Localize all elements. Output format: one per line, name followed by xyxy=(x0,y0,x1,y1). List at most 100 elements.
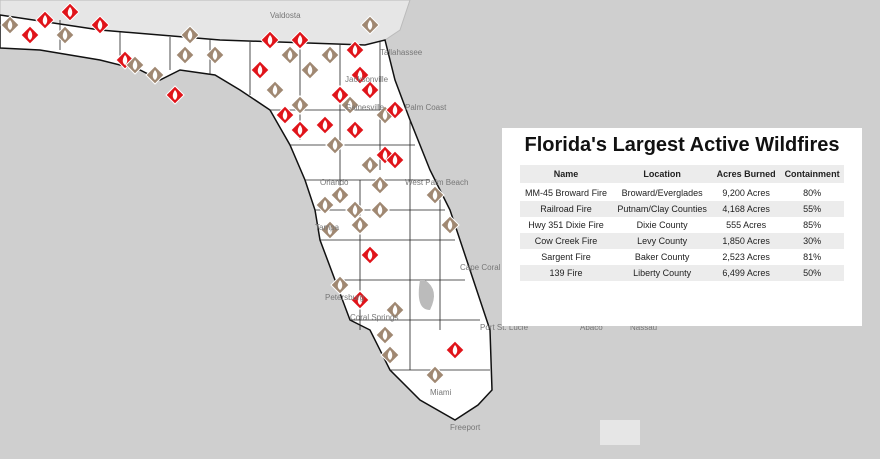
table-cell: Hwy 351 Dixie Fire xyxy=(528,220,604,230)
map-label: Abaco xyxy=(580,323,603,332)
icon-flame xyxy=(392,105,398,115)
fire-icon xyxy=(360,80,380,100)
fire-icon xyxy=(165,85,185,105)
table-row: Sargent Fire Baker County 2,523 Acres 81% xyxy=(520,249,844,265)
icon-flame xyxy=(352,205,358,215)
table-cell: Broward/Everglades xyxy=(621,188,703,198)
fire-icon xyxy=(320,45,340,65)
fire-icon xyxy=(20,25,40,45)
lake-okeechobee xyxy=(418,280,434,310)
fire-icon xyxy=(375,325,395,345)
fire-icon xyxy=(440,215,460,235)
icon-flame xyxy=(337,280,343,290)
map-label: Valdosta xyxy=(270,11,301,20)
table-row: 139 Fire Liberty County 6,499 Acres 50% xyxy=(520,265,844,281)
table-cell: Levy County xyxy=(612,233,713,249)
icon-flame xyxy=(352,45,358,55)
table-cell: 85% xyxy=(803,220,822,230)
fire-icon xyxy=(290,95,310,115)
fire-icon xyxy=(275,105,295,125)
fire-icon xyxy=(385,300,405,320)
icon-flame xyxy=(257,65,263,75)
map-label: Miami xyxy=(430,388,452,397)
icon-flame xyxy=(7,20,13,30)
fire-icon xyxy=(345,40,365,60)
table-cell: 55% xyxy=(780,201,844,217)
fire-icon xyxy=(360,245,380,265)
icon-flame xyxy=(367,20,373,30)
map-label: Jacksonville xyxy=(345,75,389,84)
table-cell: 30% xyxy=(780,233,844,249)
fire-icon xyxy=(265,80,285,100)
icon-flame xyxy=(322,120,328,130)
fire-icon xyxy=(300,60,320,80)
table-cell: Liberty County xyxy=(612,265,713,281)
icon-flame xyxy=(382,110,388,120)
table-cell: 2,523 Acres xyxy=(722,252,770,262)
fire-icon xyxy=(175,45,195,65)
icon-flame xyxy=(62,30,68,40)
fire-icon xyxy=(125,55,145,75)
fire-icon xyxy=(290,30,310,50)
icon-flame xyxy=(352,125,358,135)
icon-flame xyxy=(212,50,218,60)
map-label: Orlando xyxy=(320,178,349,187)
table-cell: Cow Creek Fire xyxy=(520,233,613,249)
icon-flame xyxy=(327,50,333,60)
table-cell: 50% xyxy=(780,265,844,281)
fire-icon xyxy=(350,215,370,235)
column-header: Containment xyxy=(780,165,844,185)
fire-icon xyxy=(350,290,370,310)
table-cell: 9,200 Acres xyxy=(722,188,770,198)
icon-flame xyxy=(172,90,178,100)
map-label: West Palm Beach xyxy=(405,178,468,187)
icon-flame xyxy=(327,225,333,235)
table-cell: 6,499 Acres xyxy=(712,265,781,281)
icon-flame xyxy=(282,110,288,120)
icon-flame xyxy=(377,205,383,215)
fire-icon xyxy=(280,45,300,65)
table-cell: Dixie County xyxy=(636,220,688,230)
icon-flame xyxy=(97,20,103,30)
icon-flame xyxy=(357,220,363,230)
wildfire-table: Name Location Acres Burned Containment MM-45… xyxy=(520,165,844,281)
fire-icon xyxy=(385,150,405,170)
icon-flame xyxy=(337,90,343,100)
icon-flame xyxy=(452,345,458,355)
icon-flame xyxy=(42,15,48,25)
fire-icon xyxy=(385,100,405,120)
map-label: Port St. Lucie xyxy=(480,323,529,332)
icon-flame xyxy=(187,30,193,40)
icon-flame xyxy=(367,250,373,260)
fire-icon xyxy=(60,2,80,22)
map-label: Freeport xyxy=(450,423,481,432)
icon-flame xyxy=(322,200,328,210)
table-cell: 80% xyxy=(803,188,822,198)
column-header: Name xyxy=(520,165,613,185)
table-cell: Putnam/Clay Counties xyxy=(612,201,713,217)
table-row: Cow Creek Fire Levy County 1,850 Acres 30% xyxy=(520,233,844,249)
table-row: Railroad Fire Putnam/Clay Counties 4,168 A… xyxy=(520,201,844,217)
icon-flame xyxy=(392,305,398,315)
icon-flame xyxy=(27,30,33,40)
map-label: Gainesville xyxy=(345,103,385,112)
fire-icon xyxy=(370,175,390,195)
fire-icon xyxy=(425,185,445,205)
fire-icon xyxy=(380,345,400,365)
icon-flame xyxy=(297,100,303,110)
table-cell: 139 Fire xyxy=(520,265,613,281)
table-cell: Sargent Fire xyxy=(541,252,591,262)
icon-flame xyxy=(152,70,158,80)
fire-icon xyxy=(425,365,445,385)
fire-icon xyxy=(370,200,390,220)
fire-icon xyxy=(205,45,225,65)
fire-icon xyxy=(35,10,55,30)
icon-flame xyxy=(357,70,363,80)
icon-flame xyxy=(367,160,373,170)
icon-flame xyxy=(377,180,383,190)
fire-icon xyxy=(360,15,380,35)
table-cell: Railroad Fire xyxy=(520,201,613,217)
fire-icon xyxy=(250,60,270,80)
fire-icon xyxy=(290,120,310,140)
